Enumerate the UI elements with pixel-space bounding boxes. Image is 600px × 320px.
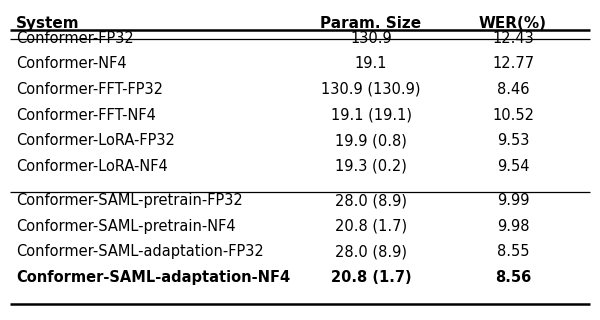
Text: 12.43: 12.43 xyxy=(492,31,534,46)
Text: Conformer-SAML-adaptation-FP32: Conformer-SAML-adaptation-FP32 xyxy=(16,244,264,259)
Text: 10.52: 10.52 xyxy=(492,108,534,123)
Text: 20.8 (1.7): 20.8 (1.7) xyxy=(331,270,412,285)
Text: Conformer-FP32: Conformer-FP32 xyxy=(16,31,134,46)
Text: 19.3 (0.2): 19.3 (0.2) xyxy=(335,159,407,174)
Text: Conformer-SAML-pretrain-NF4: Conformer-SAML-pretrain-NF4 xyxy=(16,219,236,234)
Text: Conformer-NF4: Conformer-NF4 xyxy=(16,56,127,71)
Text: 130.9: 130.9 xyxy=(350,31,392,46)
Text: Conformer-FFT-FP32: Conformer-FFT-FP32 xyxy=(16,82,163,97)
Text: 130.9 (130.9): 130.9 (130.9) xyxy=(321,82,421,97)
Text: 8.56: 8.56 xyxy=(495,270,531,285)
Text: 9.98: 9.98 xyxy=(497,219,529,234)
Text: Conformer-FFT-NF4: Conformer-FFT-NF4 xyxy=(16,108,156,123)
Text: Conformer-LoRA-NF4: Conformer-LoRA-NF4 xyxy=(16,159,168,174)
Text: 8.55: 8.55 xyxy=(497,244,529,259)
Text: Conformer-SAML-pretrain-FP32: Conformer-SAML-pretrain-FP32 xyxy=(16,193,243,208)
Text: System: System xyxy=(16,16,80,31)
Text: 19.1: 19.1 xyxy=(355,56,387,71)
Text: 9.54: 9.54 xyxy=(497,159,529,174)
Text: 19.1 (19.1): 19.1 (19.1) xyxy=(331,108,412,123)
Text: 12.77: 12.77 xyxy=(492,56,534,71)
Text: 20.8 (1.7): 20.8 (1.7) xyxy=(335,219,407,234)
Text: 28.0 (8.9): 28.0 (8.9) xyxy=(335,244,407,259)
Text: 28.0 (8.9): 28.0 (8.9) xyxy=(335,193,407,208)
Text: Conformer-SAML-adaptation-NF4: Conformer-SAML-adaptation-NF4 xyxy=(16,270,290,285)
Text: 8.46: 8.46 xyxy=(497,82,529,97)
Text: 19.9 (0.8): 19.9 (0.8) xyxy=(335,133,407,148)
Text: 9.99: 9.99 xyxy=(497,193,529,208)
Text: WER(%): WER(%) xyxy=(479,16,547,31)
Text: 9.53: 9.53 xyxy=(497,133,529,148)
Text: Conformer-LoRA-FP32: Conformer-LoRA-FP32 xyxy=(16,133,175,148)
Text: Param. Size: Param. Size xyxy=(320,16,422,31)
